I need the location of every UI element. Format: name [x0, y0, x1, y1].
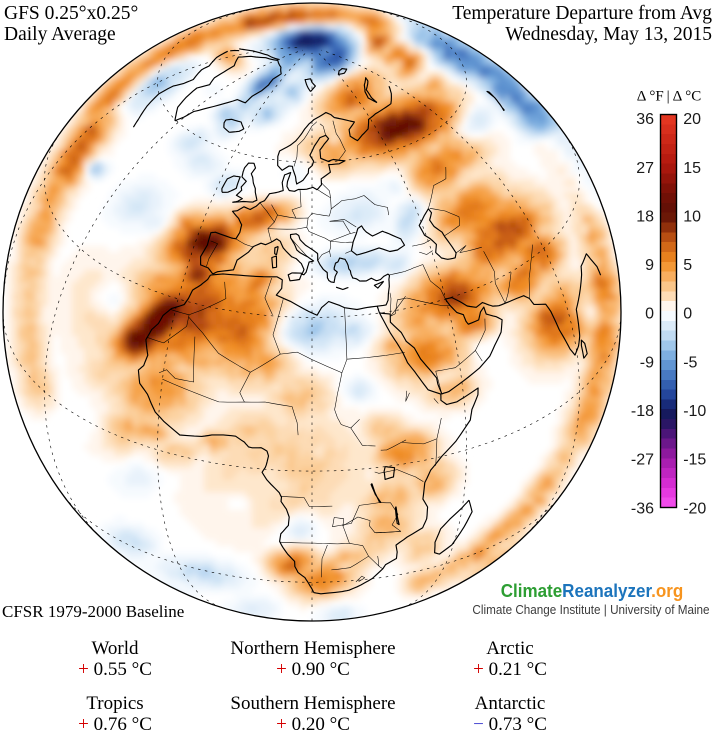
- svg-text:-18: -18: [631, 403, 654, 420]
- svg-text:9: 9: [645, 257, 654, 274]
- svg-text:0: 0: [645, 306, 654, 323]
- svg-text:-10: -10: [683, 403, 706, 420]
- svg-text:15: 15: [683, 160, 701, 177]
- svg-text:-5: -5: [683, 354, 697, 371]
- svg-text:0: 0: [683, 306, 692, 323]
- svg-text:-36: -36: [631, 500, 654, 517]
- svg-text:27: 27: [636, 160, 654, 177]
- svg-text:5: 5: [683, 257, 692, 274]
- svg-text:36: 36: [636, 111, 654, 128]
- svg-text:-15: -15: [683, 452, 706, 469]
- svg-text:-20: -20: [683, 500, 706, 517]
- svg-text:-27: -27: [631, 452, 654, 469]
- svg-text:20: 20: [683, 111, 701, 128]
- svg-text:10: 10: [683, 208, 701, 225]
- svg-text:Δ °F | Δ °C: Δ °F | Δ °C: [637, 89, 702, 105]
- svg-text:-9: -9: [640, 354, 654, 371]
- svg-text:18: 18: [636, 208, 654, 225]
